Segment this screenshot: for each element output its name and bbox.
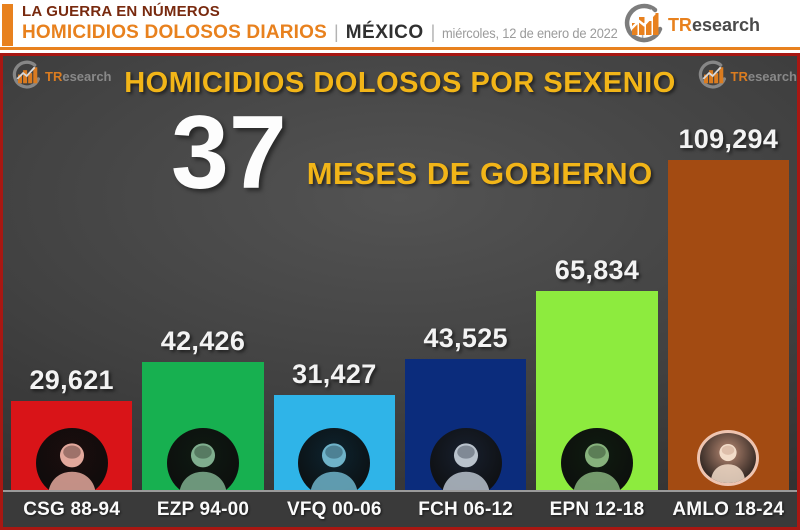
tresearch-logo: TResearch — [695, 60, 798, 92]
bar-value-label: 29,621 — [29, 365, 114, 395]
person-silhouette-icon — [711, 443, 746, 483]
category-axis: CSG 88-94 EZP 94-00 VFQ 00-06 FCH 06-12 EPN … — [3, 490, 797, 527]
president-portrait — [166, 428, 239, 490]
bar-value-label: 31,427 — [292, 359, 377, 389]
header-region: MÉXICO — [345, 22, 424, 43]
bar-value-label: 42,426 — [160, 326, 246, 356]
bar — [273, 395, 395, 490]
president-portrait — [298, 428, 371, 490]
person-silhouette-icon — [573, 443, 621, 490]
header-title: HOMICIDIOS DOLOSOS DIARIOS — [22, 22, 327, 43]
tresearch-logo-text: TResearch — [667, 14, 760, 35]
tresearch-logo-icon — [624, 3, 663, 43]
bar — [142, 362, 264, 490]
bar-value-label: 109,294 — [678, 124, 779, 154]
chart-panel: TResearch TResearch HOMICIDIOS DOLOSOS P… — [0, 53, 800, 530]
tresearch-logo-icon — [12, 60, 40, 89]
bar-column: 65,834 — [536, 255, 658, 490]
separator: | — [430, 22, 436, 42]
bar-column: 29,621 — [11, 365, 133, 490]
bar — [536, 291, 658, 490]
person-silhouette-icon — [179, 443, 227, 490]
person-silhouette-icon — [442, 443, 489, 490]
category-label: VFQ 00-06 — [286, 499, 382, 520]
bar — [404, 359, 527, 490]
bar — [11, 401, 133, 490]
president-portrait — [35, 428, 108, 490]
page-header: LA GUERRA EN NÚMEROS HOMICIDIOS DOLOSOS … — [0, 0, 800, 50]
tresearch-logo-text: TResearch — [730, 68, 798, 84]
tresearch-logo-text: TResearch — [45, 68, 112, 84]
bar-column: 43,525 — [404, 323, 527, 490]
president-portrait — [697, 430, 760, 486]
person-silhouette-icon — [311, 443, 358, 490]
header-date: miércoles, 12 de enero de 2022 — [442, 25, 618, 41]
president-portrait — [429, 428, 502, 490]
category-label: CSG 88-94 — [23, 499, 121, 520]
bar-value-label: 43,525 — [423, 323, 508, 353]
tresearch-logo-icon — [698, 60, 726, 89]
bar-column: 109,294 — [667, 124, 789, 490]
bar-value-label: 65,834 — [554, 255, 640, 285]
category-label: EZP 94-00 — [156, 499, 250, 520]
header-accent-bar — [2, 4, 13, 46]
header-kicker: LA GUERRA EN NÚMEROS — [22, 3, 220, 20]
president-portrait — [560, 428, 633, 490]
bar-column: 31,427 — [273, 359, 395, 490]
category-label: EPN 12-18 — [549, 499, 645, 520]
chart-title: HOMICIDIOS DOLOSOS POR SEXENIO — [124, 67, 676, 99]
tresearch-logo: TResearch — [620, 3, 760, 47]
category-label: FCH 06-12 — [418, 499, 514, 520]
bar-chart: 29,621 42,426 31,427 43,525 65,834 109,294 — [3, 124, 797, 490]
months-caption: MESES DE GOBIERNO — [306, 155, 653, 191]
months-number: 37 — [171, 95, 287, 211]
months-counter: 37 MESES DE GOBIERNO — [171, 95, 653, 211]
person-silhouette-icon — [48, 443, 95, 490]
category-label: AMLO 18-24 — [672, 499, 785, 520]
separator: | — [334, 22, 339, 42]
header-text: LA GUERRA EN NÚMEROS HOMICIDIOS DOLOSOS … — [22, 3, 652, 44]
tresearch-logo: TResearch — [9, 60, 112, 92]
bar-column: 42,426 — [142, 326, 264, 490]
bar — [667, 160, 789, 490]
